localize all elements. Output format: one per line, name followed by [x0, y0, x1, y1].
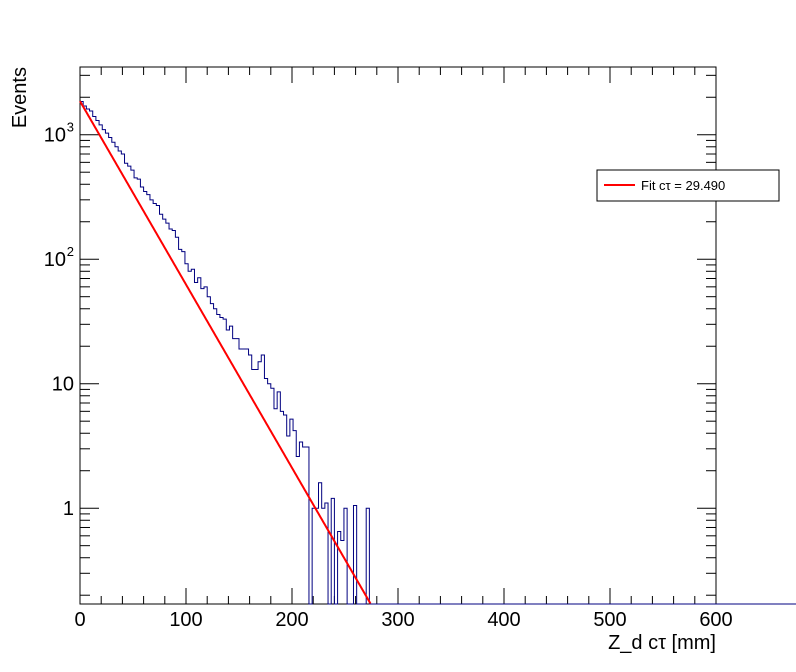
legend-fit-label: Fit cτ = 29.490: [641, 178, 725, 193]
histogram-line: [80, 100, 796, 605]
y-tick-label: 10: [44, 125, 66, 147]
x-tick-label: 600: [699, 609, 732, 631]
x-tick-label: 200: [275, 609, 308, 631]
x-tick-label: 300: [381, 609, 414, 631]
axis-ticks: [79, 67, 717, 604]
legend: Fit cτ = 29.490: [596, 169, 780, 202]
x-tick-labels: 0 100 200 300 400 500 600: [74, 609, 732, 631]
y-tick-exponent: 2: [67, 244, 74, 259]
y-axis-label: Events: [9, 67, 31, 128]
y-tick-label: 10: [52, 374, 74, 396]
fit-curve: [79, 100, 372, 605]
x-tick-label: 100: [169, 609, 202, 631]
y-tick-label: 10: [44, 249, 66, 271]
x-tick-label: 500: [593, 609, 626, 631]
x-tick-label: 400: [487, 609, 520, 631]
y-tick-exponent: 3: [67, 120, 74, 135]
x-tick-label: 0: [74, 609, 85, 631]
x-axis-label: Z_d cτ [mm]: [608, 632, 716, 654]
y-tick-label: 1: [63, 498, 74, 520]
plot-frame: [79, 66, 717, 605]
